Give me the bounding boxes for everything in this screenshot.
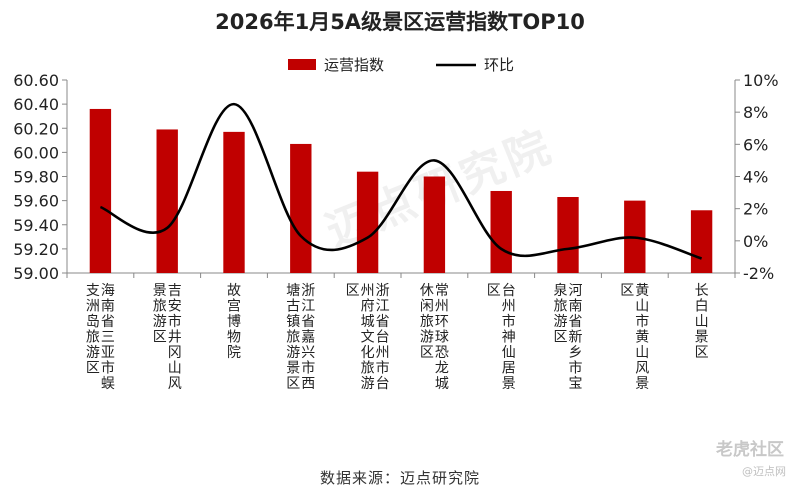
category-label: 浙江省台州市台州府城文化旅游区 [346, 283, 390, 392]
right-tick-label: 4% [743, 168, 768, 187]
category-label: 黄山市黄山风景区 [620, 282, 649, 392]
left-tick-label: 60.60 [13, 71, 59, 90]
watermark-corner: 老虎社区 [716, 440, 784, 460]
left-tick-label: 59.20 [13, 240, 59, 259]
left-tick-label: 59.40 [13, 216, 59, 235]
watermark-corner-sub: @迈点网 [742, 465, 786, 478]
right-tick-label: 0% [743, 232, 768, 251]
mom-line [99, 102, 702, 260]
left-tick-label: 59.60 [13, 192, 59, 211]
category-label: 河南省新乡市宝泉旅游区 [554, 282, 583, 392]
category-label: 常州环球恐龙城休闲旅游区 [420, 283, 449, 392]
bar [290, 143, 312, 273]
bar [690, 210, 713, 273]
right-tick-label: 6% [743, 135, 768, 154]
left-tick-label: 59.80 [13, 168, 59, 187]
bar [423, 176, 446, 273]
bar [156, 129, 178, 273]
right-tick-label: 8% [743, 103, 768, 122]
left-tick-label: 60.20 [13, 119, 59, 138]
data-source: 数据来源：迈点研究院 [319, 469, 480, 487]
bar [557, 197, 579, 273]
right-tick-label: 2% [743, 200, 768, 219]
left-tick-label: 59.00 [13, 264, 59, 283]
legend-bar-swatch [288, 59, 316, 70]
category-label: 长白山景区 [695, 283, 709, 361]
bar [223, 131, 245, 273]
category-label: 海南省三亚市蜈支洲岛旅游区 [86, 283, 115, 392]
category-label: 吉安市井冈山风景旅游区 [153, 283, 182, 392]
chart-title: 2026年1月5A级景区运营指数TOP10 [215, 10, 585, 34]
bar [89, 108, 112, 273]
right-tick-label: 10% [743, 71, 779, 90]
bar [490, 190, 512, 273]
category-label: 故宫博物院 [227, 283, 241, 361]
left-tick-label: 60.00 [13, 143, 59, 162]
category-label: 台州市神仙居景区 [487, 283, 516, 392]
category-label: 浙江省嘉兴市西塘古镇旅游景区 [286, 283, 315, 392]
legend-line-label: 环比 [484, 56, 514, 74]
legend-bar-label: 运营指数 [324, 56, 384, 74]
left-tick-label: 60.40 [13, 95, 59, 114]
right-tick-label: -2% [743, 264, 774, 283]
bar [356, 171, 379, 273]
